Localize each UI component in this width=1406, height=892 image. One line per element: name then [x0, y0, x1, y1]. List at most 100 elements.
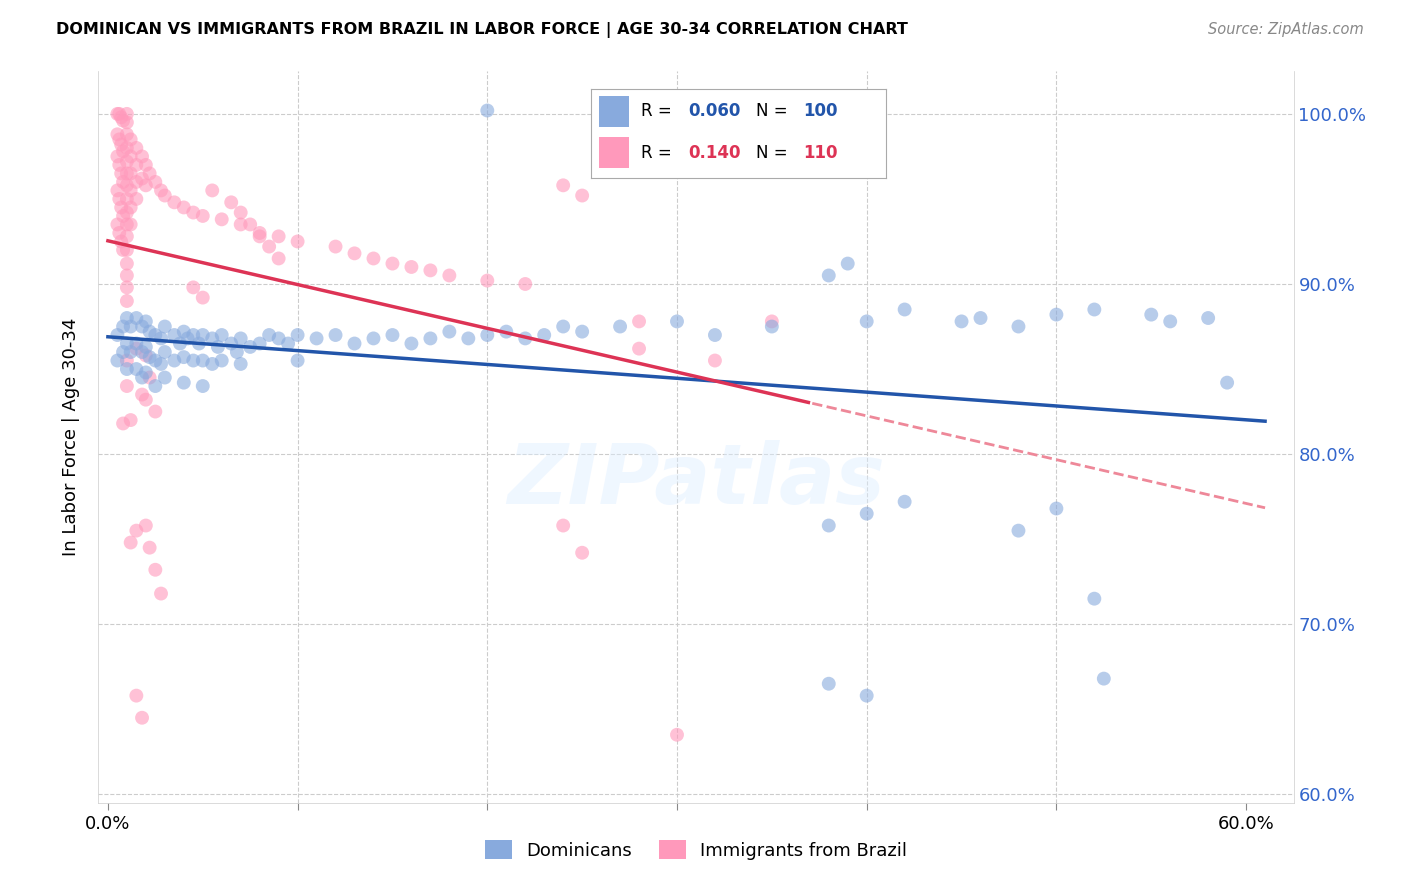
Point: [125, 524, 148, 538]
Point: [115, 128, 138, 142]
Point: [191, 328, 214, 343]
Point: [817, 518, 839, 533]
Point: [115, 107, 138, 121]
Point: [125, 141, 148, 155]
Point: [188, 336, 211, 351]
Text: DOMINICAN VS IMMIGRANTS FROM BRAZIL IN LABOR FORCE | AGE 30-34 CORRELATION CHART: DOMINICAN VS IMMIGRANTS FROM BRAZIL IN L…: [56, 22, 908, 38]
Point: [105, 353, 128, 368]
Point: [131, 171, 153, 186]
Point: [153, 345, 176, 359]
Point: [115, 280, 138, 294]
Text: 0.060: 0.060: [688, 103, 741, 120]
Point: [211, 212, 233, 227]
Point: [115, 178, 138, 193]
Point: [108, 132, 131, 146]
Point: [439, 268, 461, 283]
Point: [173, 201, 195, 215]
Point: [181, 328, 204, 343]
Point: [219, 336, 242, 351]
Point: [108, 158, 131, 172]
Point: [125, 158, 148, 172]
Point: [495, 325, 517, 339]
Point: [131, 319, 153, 334]
Point: [125, 336, 148, 351]
Point: [112, 209, 135, 223]
Point: [211, 328, 233, 343]
Point: [131, 711, 153, 725]
Point: [143, 353, 166, 368]
Point: [571, 546, 593, 560]
Text: ZIPatlas: ZIPatlas: [508, 441, 884, 522]
Point: [893, 302, 915, 317]
Point: [173, 376, 195, 390]
Point: [143, 175, 166, 189]
Point: [176, 331, 198, 345]
Point: [457, 331, 479, 345]
Point: [381, 328, 404, 343]
Point: [125, 362, 148, 376]
Point: [609, 319, 631, 334]
Point: [115, 115, 138, 129]
Point: [181, 205, 204, 219]
Point: [105, 107, 128, 121]
Point: [1083, 302, 1105, 317]
Point: [138, 370, 160, 384]
Point: [115, 336, 138, 351]
Point: [125, 342, 148, 356]
Point: [515, 331, 537, 345]
Point: [343, 246, 366, 260]
Point: [201, 331, 224, 345]
Point: [761, 319, 783, 334]
Point: [533, 328, 555, 343]
Point: [135, 178, 157, 193]
Point: [969, 311, 991, 326]
Point: [115, 229, 138, 244]
Text: N =: N =: [756, 144, 793, 161]
Text: N =: N =: [756, 103, 793, 120]
Point: [112, 345, 135, 359]
Point: [381, 256, 404, 270]
Point: [515, 277, 537, 291]
Point: [855, 689, 877, 703]
Point: [1045, 308, 1067, 322]
Point: [950, 314, 973, 328]
Point: [110, 201, 132, 215]
Point: [477, 103, 499, 118]
Point: [628, 314, 651, 328]
Point: [267, 229, 290, 244]
Point: [110, 137, 132, 152]
Point: [120, 218, 142, 232]
Point: [115, 205, 138, 219]
Text: R =: R =: [641, 144, 676, 161]
Point: [120, 413, 142, 427]
Point: [1083, 591, 1105, 606]
Point: [150, 183, 173, 197]
Point: [477, 328, 499, 343]
Point: [150, 331, 173, 345]
Point: [201, 183, 224, 197]
Point: [163, 328, 186, 343]
Point: [131, 370, 153, 384]
Point: [112, 145, 135, 159]
Point: [325, 328, 347, 343]
Text: 100: 100: [803, 103, 838, 120]
Point: [131, 387, 153, 401]
Point: [181, 353, 204, 368]
Point: [120, 149, 142, 163]
Point: [120, 345, 142, 359]
Point: [115, 154, 138, 169]
Point: [108, 226, 131, 240]
Point: [125, 689, 148, 703]
Point: [143, 404, 166, 418]
Point: [401, 260, 423, 274]
Point: [267, 252, 290, 266]
Point: [150, 357, 173, 371]
Point: [163, 195, 186, 210]
Point: [125, 175, 148, 189]
Point: [131, 149, 153, 163]
Point: [703, 328, 725, 343]
Point: [325, 239, 347, 253]
Point: [138, 166, 160, 180]
Point: [135, 392, 157, 407]
Bar: [599, 96, 628, 127]
